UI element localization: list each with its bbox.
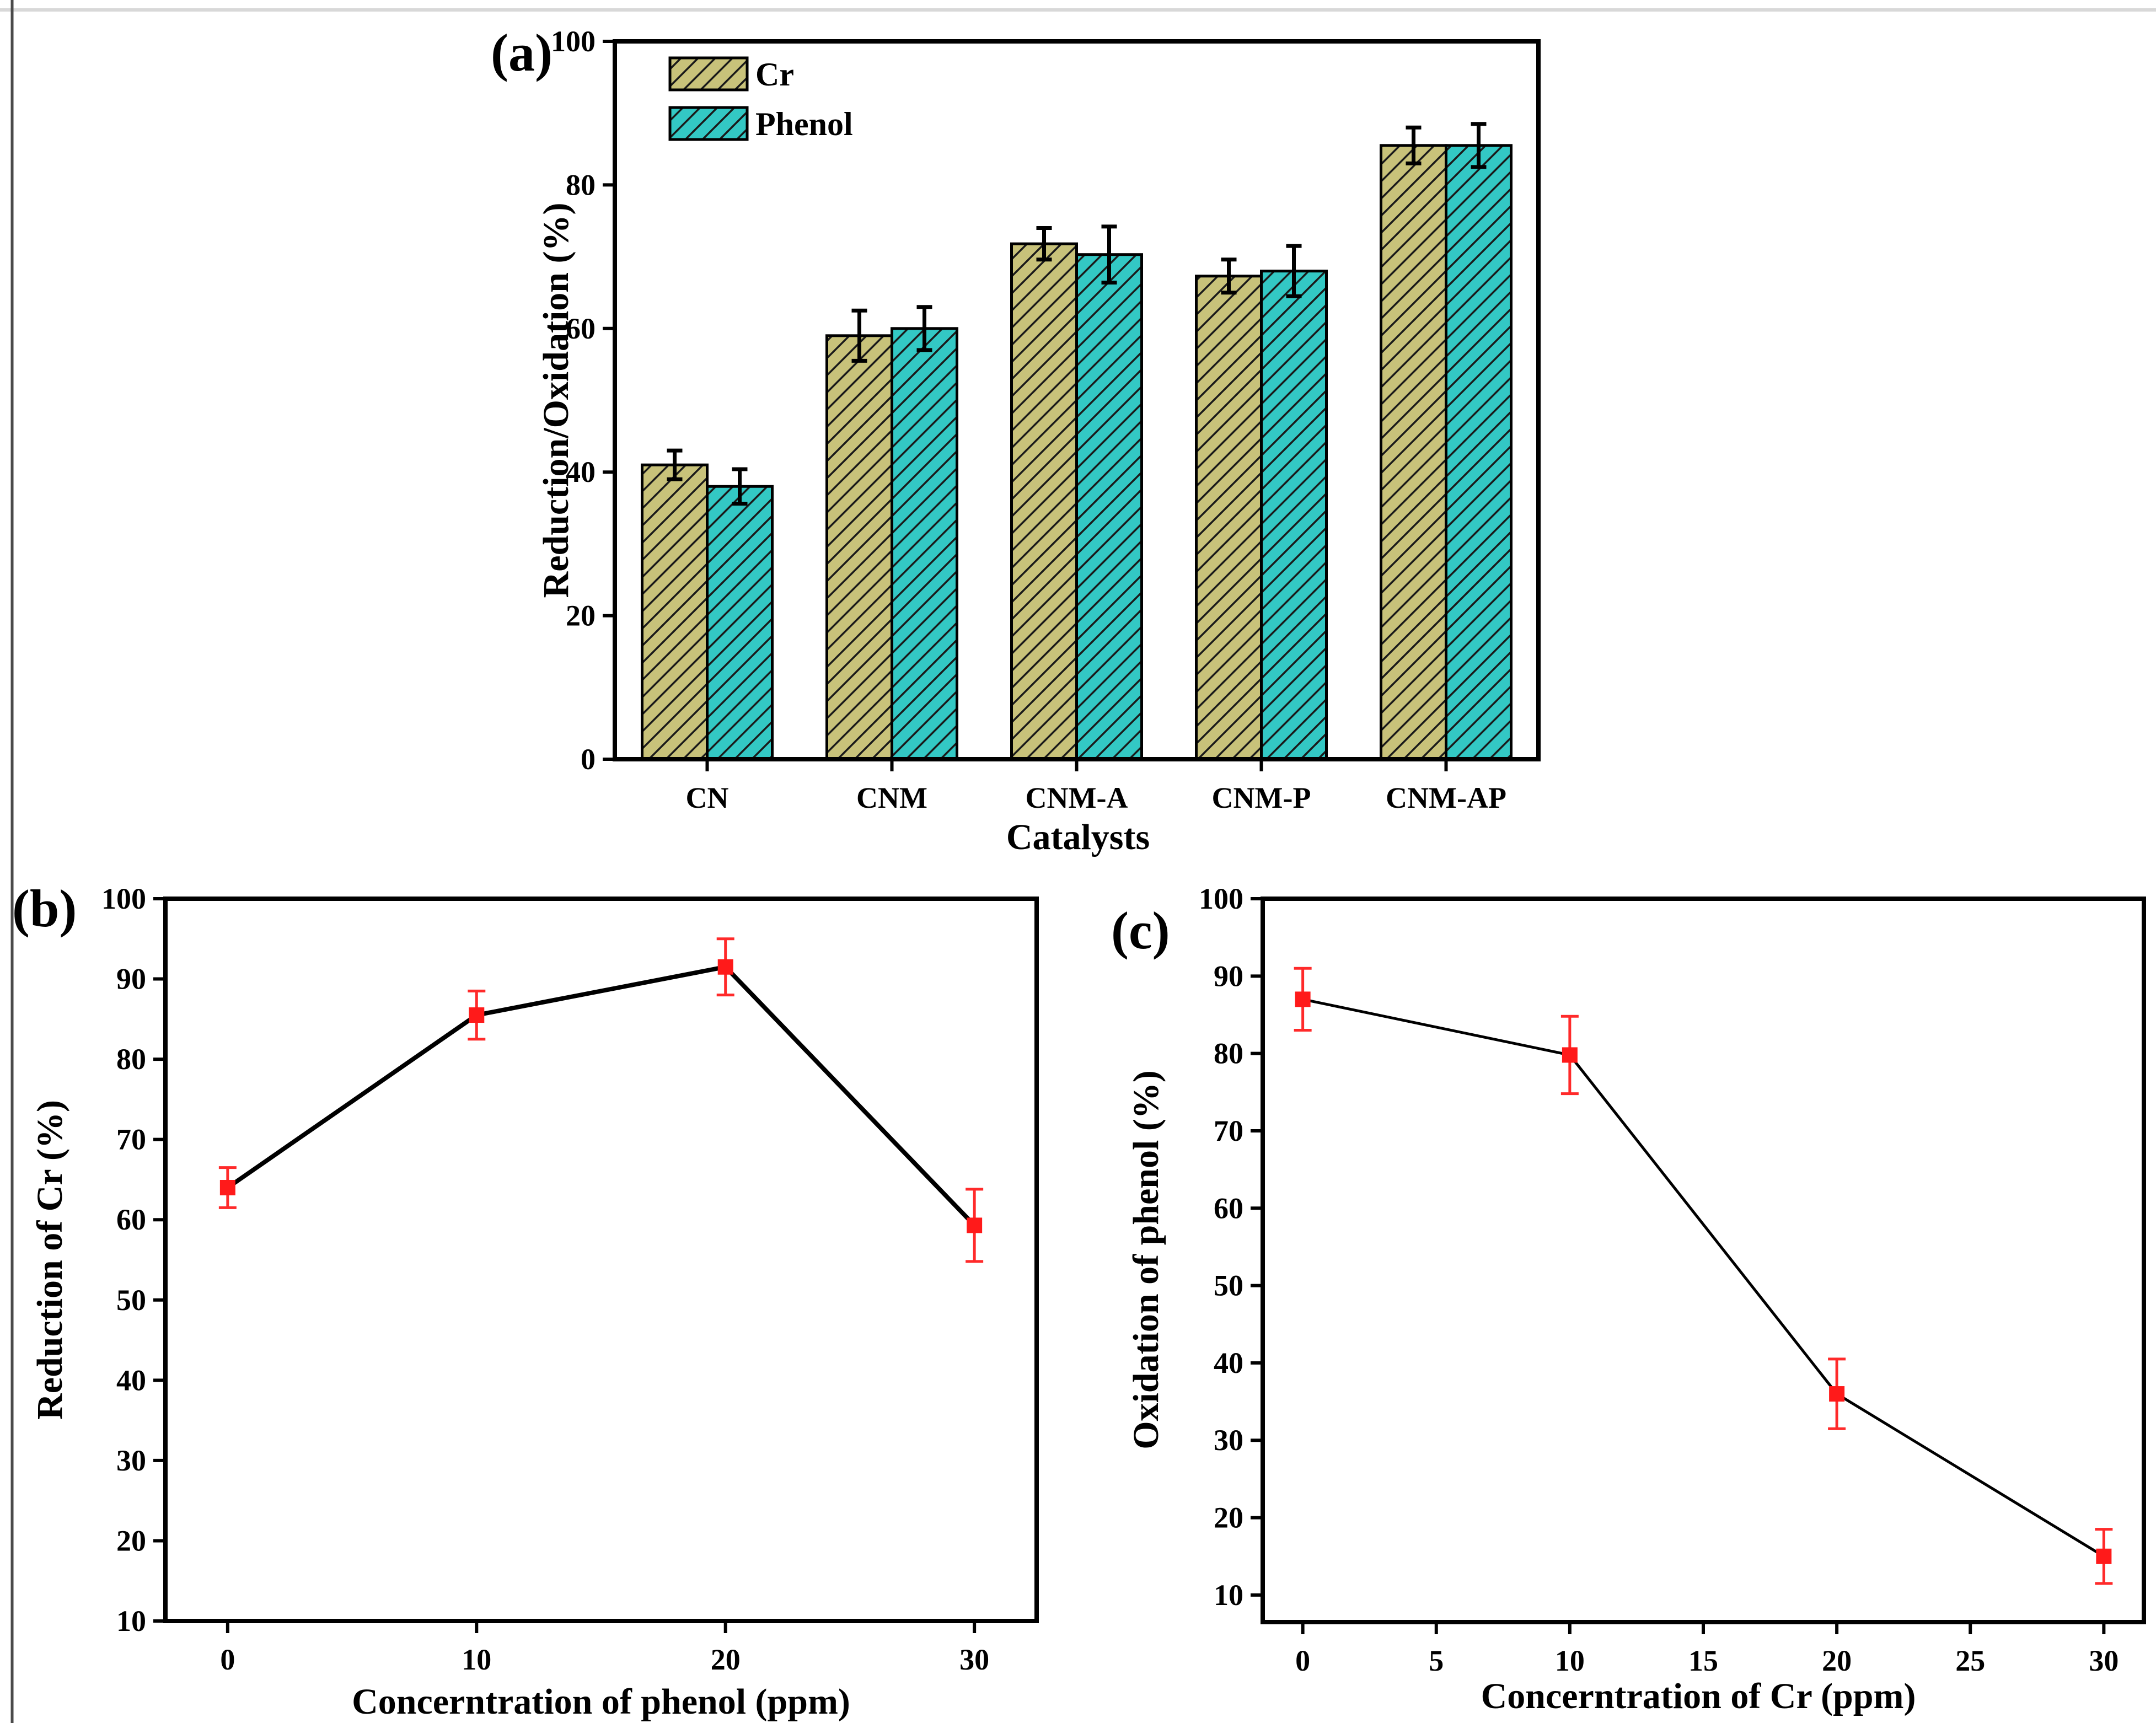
panel-c-y-tick-label: 20: [1214, 1501, 1243, 1534]
panel-c-y-tick-label: 50: [1214, 1269, 1243, 1302]
panel-c-x-tick-label: 15: [1688, 1644, 1718, 1677]
panel-b-line: [226, 964, 977, 1227]
panel-b-data-point: [967, 1217, 983, 1233]
bar-phenol-cnm-ap: [1445, 144, 1513, 761]
legend-swatch-phenol: [668, 106, 749, 141]
panel-a-y-tick-label: 40: [566, 455, 596, 489]
panel-c-y-axis-title: Oxidation of phenol (%): [1126, 1070, 1166, 1450]
bar-phenol-cnm: [891, 327, 958, 761]
panel-a-legend: Cr Phenol: [668, 56, 853, 142]
panel-b-plot-frame: [163, 897, 1039, 1623]
panel-b-data-point: [469, 1007, 485, 1023]
panel-a-bars: [641, 144, 1513, 761]
panel-b-x-tick-label: 30: [959, 1643, 989, 1676]
panel-b-y-tick-label: 20: [116, 1524, 146, 1557]
panel-a-y-tick-label: 80: [566, 168, 596, 201]
bar-phenol-cnm-p: [1260, 270, 1328, 761]
legend-label-cr: Cr: [755, 56, 794, 93]
panel-b-y-tick-label: 10: [116, 1604, 146, 1638]
bar-cr-cnm-p: [1195, 275, 1263, 761]
panel-c-y-tick-label: 30: [1214, 1424, 1243, 1457]
panel-b-y-tick-label: 90: [116, 963, 146, 996]
panel-c-y-tick-label: 80: [1214, 1037, 1243, 1070]
panel-c-x-tick-label: 0: [1295, 1644, 1310, 1677]
panel-c-data-point: [2096, 1548, 2112, 1564]
bar-phenol-cnm-a: [1075, 253, 1143, 761]
panel-c-series-line: [1302, 997, 2105, 1558]
panel-a-x-tick-label: CNM-A: [1026, 781, 1128, 814]
panel-b-y-tick-label: 30: [116, 1444, 146, 1477]
panel-a-y-tick-label: 60: [566, 312, 596, 345]
panel-a: (a) 0 20 40 60 80 100 CN CNM CNM-A CNM-P CNM-AP C…: [491, 23, 1541, 857]
panel-c-y-tick-label: 90: [1214, 959, 1243, 992]
panel-c-y-tick-label: 10: [1214, 1579, 1243, 1612]
panel-c-x-tick-label: 10: [1555, 1644, 1585, 1677]
panel-b-y-tick-label: 80: [116, 1043, 146, 1076]
panel-a-y-tick-label: 20: [566, 599, 596, 632]
panel-c-y-tick-label: 70: [1214, 1114, 1243, 1147]
panel-b-y-ticks: 10 20 30 40 50 60 70 80 90 100: [101, 882, 165, 1638]
panel-c-y-tick-label: 60: [1214, 1191, 1243, 1225]
panel-c-line: [1302, 997, 2105, 1558]
legend-swatch-cr: [668, 56, 749, 92]
panel-b-x-tick-label: 0: [220, 1643, 235, 1676]
panel-b-y-tick-label: 100: [101, 882, 146, 915]
panel-a-label: (a): [491, 23, 553, 82]
panel-a-x-axis-title: Catalysts: [1006, 817, 1150, 857]
bar-cr-cnm-a: [1010, 242, 1078, 761]
panel-b-x-ticks: 0 10 20 30: [220, 1621, 989, 1676]
panel-c-x-ticks: 0 5 10 15 20 25 30: [1295, 1622, 2119, 1677]
panel-a-x-tick-label: CNM: [856, 781, 927, 814]
panel-a-x-tick-label: CNM-AP: [1386, 781, 1506, 814]
panel-c-errorbars: [1294, 967, 2113, 1585]
panel-b: (b) 10 20 30 40 50 60 70 80 90 100 0 10 20 30 Concer…: [12, 879, 1039, 1722]
panel-b-series-line: [226, 964, 977, 1227]
panel-b-y-tick-label: 60: [116, 1203, 146, 1236]
panel-b-errorbars: [218, 937, 984, 1263]
panel-b-x-axis-title: Concerntration of phenol (ppm): [352, 1682, 850, 1722]
panel-b-label: (b): [12, 879, 77, 938]
panel-a-y-ticks: 0 20 40 60 80 100: [551, 25, 615, 776]
panel-c-y-tick-label: 100: [1199, 882, 1243, 915]
panel-b-data-point: [219, 1180, 235, 1195]
panel-b-markers: [219, 959, 983, 1233]
panel-c-label: (c): [1111, 901, 1170, 960]
panel-c-y-tick-label: 40: [1214, 1346, 1243, 1380]
panel-b-data-point: [717, 959, 733, 975]
panel-c-x-tick-label: 5: [1429, 1644, 1444, 1677]
panel-c-data-point: [1295, 991, 1311, 1007]
legend-label-phenol: Phenol: [755, 106, 853, 142]
panel-c-y-ticks: 10 20 30 40 50 60 70 80 90 100: [1199, 882, 1263, 1612]
panel-c-markers: [1295, 991, 2112, 1564]
panel-c-data-point: [1562, 1047, 1578, 1063]
panel-c: (c) 10 20 30 40 50 60 70 80 90 100 0 5 10 15 20 25 30 C…: [1111, 882, 2146, 1716]
panel-a-x-tick-label: CNM-P: [1212, 781, 1311, 814]
panel-a-x-ticks: CN CNM CNM-A CNM-P CNM-AP: [686, 759, 1506, 814]
bar-phenol-cn: [706, 485, 774, 761]
panel-a-y-tick-label: 100: [551, 25, 596, 58]
panel-c-x-axis-title: Concerntration of Cr (ppm): [1481, 1676, 1916, 1716]
panel-c-plot-frame: [1261, 897, 2146, 1624]
panel-c-data-point: [1829, 1386, 1845, 1402]
panel-a-x-tick-label: CN: [686, 781, 729, 814]
panel-a-y-tick-label: 0: [581, 743, 596, 776]
bar-cr-cnm: [825, 334, 893, 761]
panel-a-errorbars: [667, 122, 1487, 506]
bar-cr-cn: [641, 463, 709, 761]
panel-c-x-tick-label: 20: [1822, 1644, 1852, 1677]
panel-a-y-axis-title: Reduction/Oxidation (%): [536, 203, 576, 598]
panel-b-y-tick-label: 40: [116, 1364, 146, 1397]
bar-cr-cnm-ap: [1380, 144, 1447, 761]
panel-b-y-tick-label: 70: [116, 1123, 146, 1156]
panel-c-x-tick-label: 25: [1955, 1644, 1985, 1677]
panel-b-x-tick-label: 20: [711, 1643, 741, 1676]
panel-b-y-tick-label: 50: [116, 1284, 146, 1317]
panel-b-y-axis-title: Reduction of Cr (%): [30, 1100, 70, 1420]
panel-c-x-tick-label: 30: [2089, 1644, 2119, 1677]
panel-b-x-tick-label: 10: [462, 1643, 491, 1676]
